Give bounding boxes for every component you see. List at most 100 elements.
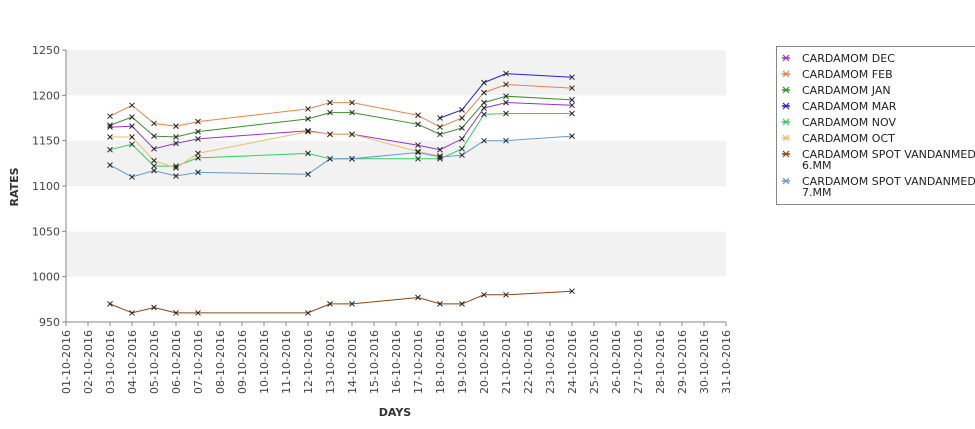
data-point-marker <box>459 115 465 121</box>
data-point-marker <box>129 134 135 140</box>
y-tick-label: 1150 <box>32 135 60 148</box>
data-point-marker <box>107 301 113 307</box>
data-point-marker <box>151 163 157 169</box>
series-line <box>109 83 573 128</box>
x-tick-label: 18-10-2016 <box>434 330 447 394</box>
data-point-marker <box>437 131 443 138</box>
legend-label: CARDAMOM NOV <box>802 116 896 129</box>
data-point-marker <box>437 301 443 307</box>
data-point-marker <box>195 135 201 142</box>
data-point-marker <box>305 128 311 135</box>
x-tick-label: 10-10-2016 <box>258 330 271 394</box>
series-line <box>110 131 441 169</box>
legend-label: CARDAMOM MAR <box>802 100 897 113</box>
legend-label: CARDAMOM DEC <box>802 52 895 65</box>
data-point-marker <box>195 310 201 316</box>
data-point-marker <box>173 134 179 140</box>
data-point-marker <box>459 135 465 142</box>
data-point-marker <box>305 116 311 122</box>
data-point-marker <box>415 149 421 156</box>
x-tick-label: 28-10-2016 <box>654 330 667 394</box>
data-point-marker <box>107 113 113 120</box>
plot-band <box>66 231 726 277</box>
legend-marker <box>782 177 790 185</box>
y-axis-ticks: 950 1000 1050 1100 1150 1200 1250 <box>32 44 66 329</box>
legend-marker <box>782 102 790 110</box>
data-point-marker <box>569 97 575 103</box>
data-point-marker <box>173 173 179 179</box>
data-point-marker <box>107 146 113 153</box>
y-tick-label: 1200 <box>32 89 60 102</box>
x-tick-label: 05-10-2016 <box>148 330 161 394</box>
series-lines <box>109 73 573 314</box>
legend-item: CARDAMOM NOV <box>782 116 896 129</box>
data-point-marker <box>415 155 421 162</box>
x-tick-label: 07-10-2016 <box>192 330 205 394</box>
data-point-marker <box>173 140 179 147</box>
data-point-marker <box>415 294 421 301</box>
legend-item: CARDAMOM OCT <box>782 132 895 145</box>
data-point-marker <box>459 125 465 131</box>
y-axis-title: RATES <box>8 167 21 206</box>
data-point-marker <box>107 134 113 140</box>
data-point-marker <box>481 111 487 118</box>
data-point-marker <box>305 150 311 157</box>
x-axis-ticks: 01-10-2016 02-10-2016 03-10-2016 04-10-2016… <box>60 322 733 394</box>
data-point-marker <box>437 153 443 159</box>
plot-background-bands <box>66 50 726 322</box>
series-line <box>109 95 573 138</box>
data-point-marker <box>503 137 509 144</box>
data-point-marker <box>569 133 575 139</box>
data-point-marker <box>195 118 201 125</box>
data-point-marker <box>459 145 465 152</box>
data-point-marker <box>129 102 135 109</box>
legend-item: CARDAMOM JAN <box>782 84 891 97</box>
x-tick-label: 16-10-2016 <box>390 330 403 394</box>
legend-label: 7.MM <box>802 186 831 199</box>
data-point-marker <box>481 291 487 298</box>
data-point-marker <box>173 310 179 316</box>
data-point-marker <box>349 99 355 106</box>
x-tick-label: 21-10-2016 <box>500 330 513 394</box>
data-point-marker <box>481 99 487 106</box>
x-tick-label: 30-10-2016 <box>698 330 711 394</box>
legend-item: CARDAMOM FEB <box>782 68 893 81</box>
legend-marker <box>782 118 790 126</box>
data-point-marker <box>327 301 333 307</box>
data-point-marker <box>569 102 575 109</box>
x-tick-label: 19-10-2016 <box>456 330 469 394</box>
data-point-marker <box>107 124 113 130</box>
data-point-marker <box>459 106 465 113</box>
x-tick-label: 31-10-2016 <box>720 330 733 394</box>
legend-label: CARDAMOM SPOT VANDANMEDU <box>802 175 975 188</box>
data-point-marker <box>195 155 201 161</box>
data-point-marker <box>151 304 157 311</box>
data-point-marker <box>415 121 421 128</box>
data-point-marker <box>349 155 355 162</box>
data-point-marker <box>327 109 333 116</box>
plot-band <box>66 95 726 141</box>
series-line <box>109 135 573 178</box>
data-point-marker <box>151 120 157 127</box>
data-point-marker <box>481 89 487 96</box>
y-tick-label: 1000 <box>32 271 60 284</box>
data-point-marker <box>129 123 135 130</box>
legend-marker <box>782 54 790 62</box>
data-point-marker <box>459 152 465 159</box>
data-point-marker <box>569 288 575 295</box>
data-point-marker <box>459 301 465 307</box>
x-tick-label: 04-10-2016 <box>126 330 139 394</box>
x-tick-label: 25-10-2016 <box>588 330 601 394</box>
plot-band <box>66 50 726 96</box>
x-tick-label: 11-10-2016 <box>280 330 293 394</box>
data-point-marker <box>129 141 135 148</box>
legend-label: CARDAMOM SPOT VANDANMEDU <box>802 148 975 161</box>
x-tick-label: 09-10-2016 <box>236 330 249 394</box>
x-tick-label: 20-10-2016 <box>478 330 491 394</box>
data-point-marker <box>305 106 311 112</box>
data-point-marker <box>503 93 509 100</box>
legend-label: CARDAMOM JAN <box>802 84 891 97</box>
data-point-marker <box>481 137 487 144</box>
x-tick-label: 22-10-2016 <box>522 330 535 394</box>
